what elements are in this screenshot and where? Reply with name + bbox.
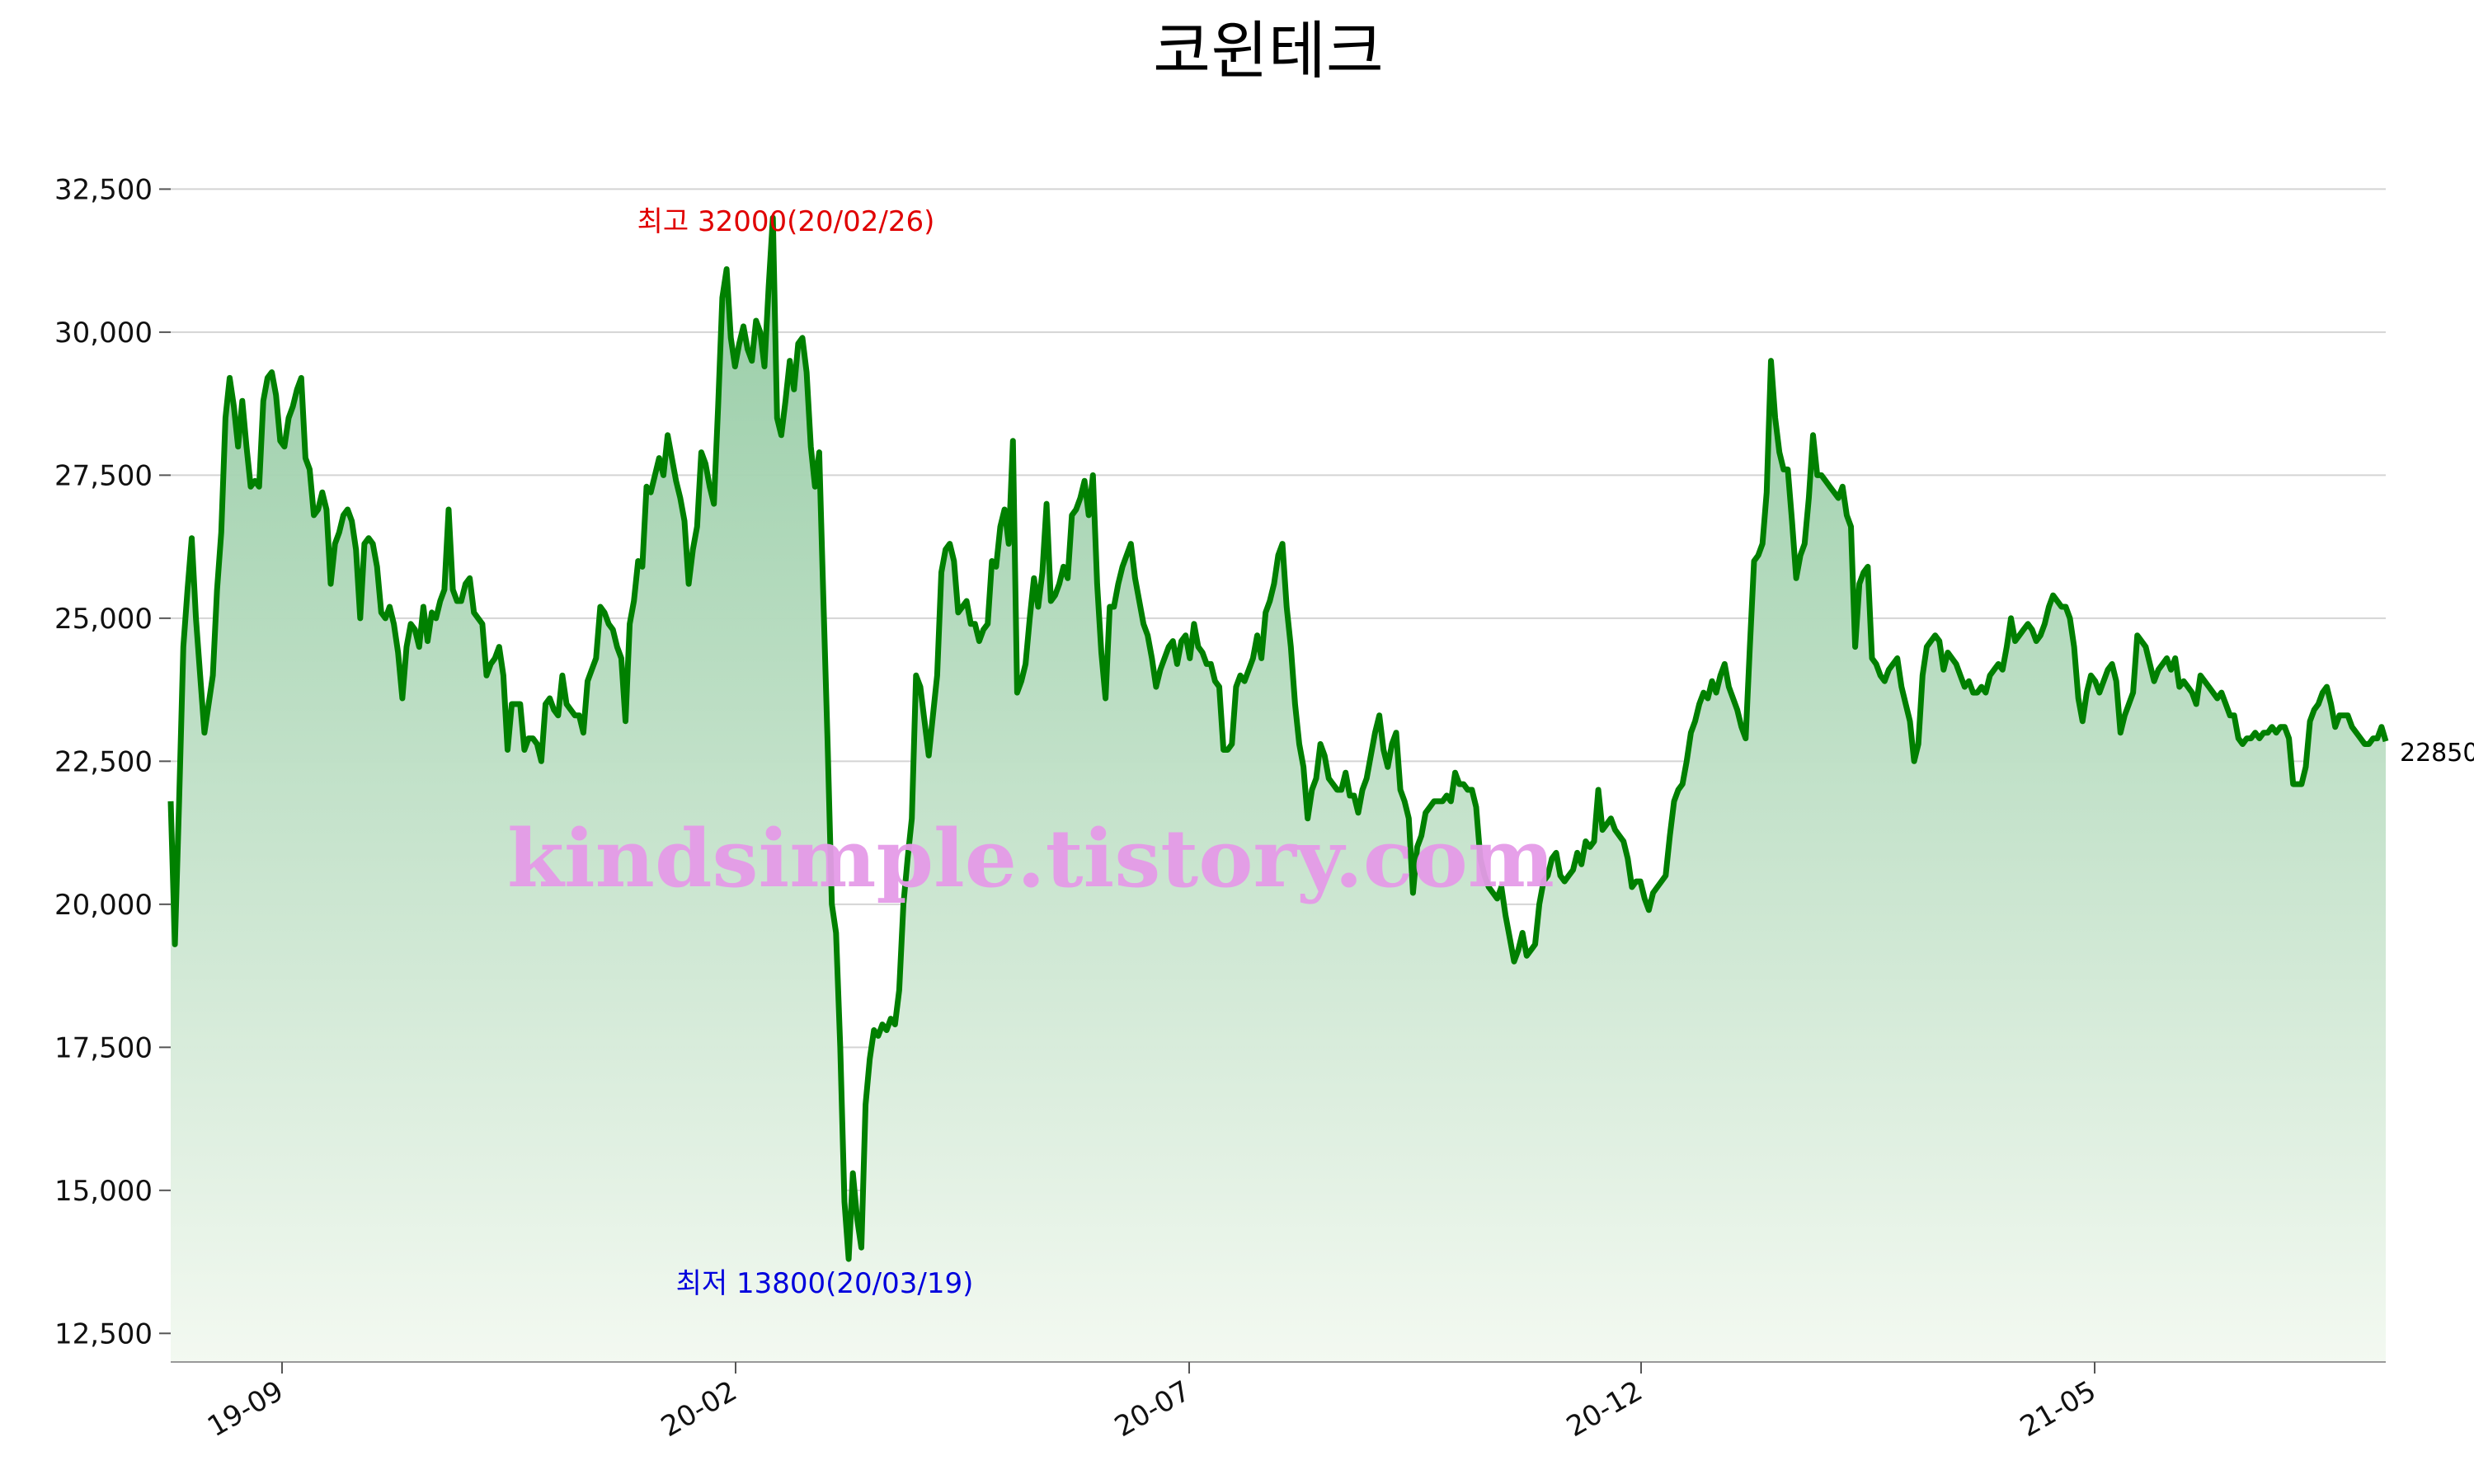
- y-tick-label: 27,500: [54, 459, 153, 492]
- price-area-fill: [171, 218, 2386, 1363]
- y-tick-label: 25,000: [54, 603, 153, 636]
- line-layer: [167, 214, 2389, 1262]
- x-tick-label: 19-09: [202, 1374, 289, 1444]
- y-tick-label: 20,000: [54, 889, 153, 922]
- x-tick-label: 20-07: [1109, 1374, 1197, 1444]
- axis-layer: 19-09 20-02 20-07 20-12 21-05: [171, 1361, 2386, 1444]
- last-price-label: 22850: [2400, 739, 2474, 768]
- watermark-text: kindsimple.tistory.com: [507, 812, 1554, 905]
- area-layer: [171, 218, 2386, 1363]
- y-tick-label: 32,500: [54, 173, 153, 206]
- x-tick-label: 20-12: [1561, 1374, 1649, 1444]
- x-tick-label: 21-05: [2015, 1374, 2102, 1444]
- price-line: [167, 214, 2389, 1262]
- low-price-annotation: 최저 13800(20/03/19): [676, 1267, 974, 1300]
- y-tick-label: 30,000: [54, 317, 153, 350]
- high-price-annotation: 최고 32000(20/02/26): [637, 205, 935, 238]
- chart-title: 코윈테크: [1153, 14, 1384, 87]
- y-tick-label: 17,500: [54, 1031, 153, 1064]
- y-tick-label: 22,500: [54, 745, 153, 778]
- y-tick-label: 15,000: [54, 1175, 153, 1208]
- x-tick-label: 20-02: [656, 1374, 743, 1444]
- y-tick-label: 12,500: [54, 1317, 153, 1350]
